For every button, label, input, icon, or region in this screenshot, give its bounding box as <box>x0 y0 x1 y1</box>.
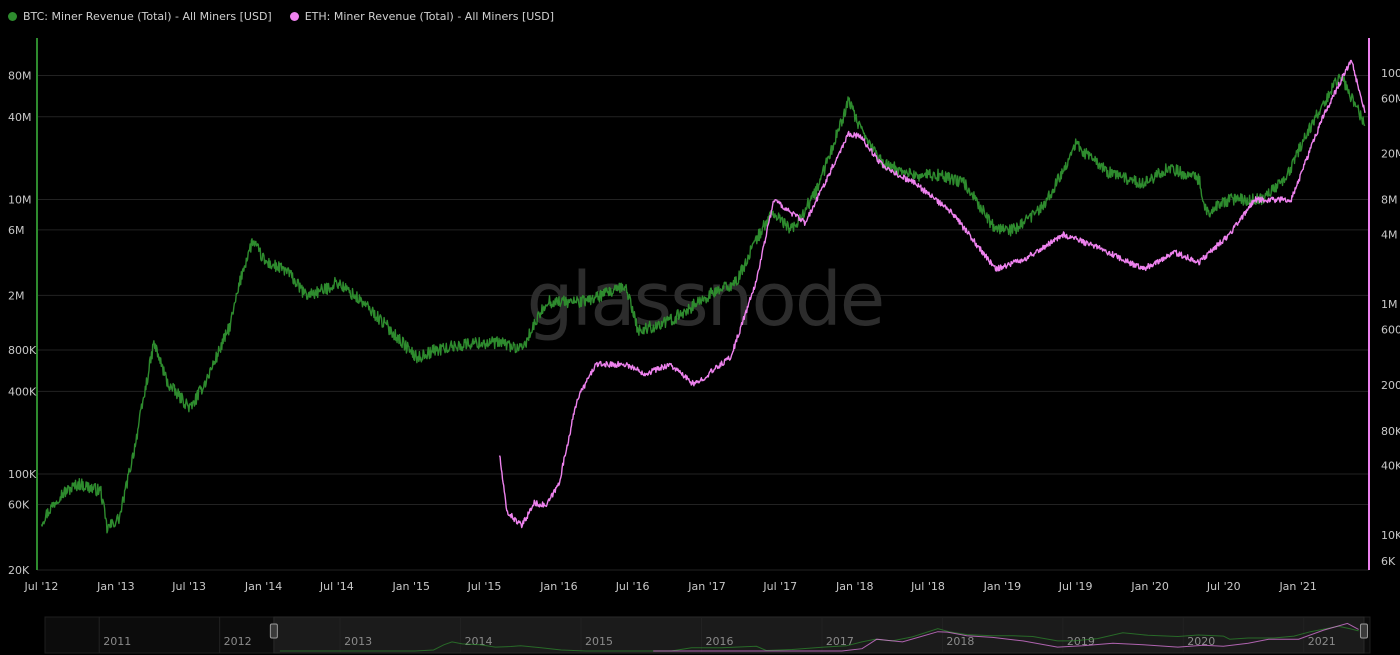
x-tick-label: Jul '15 <box>467 580 502 593</box>
x-tick-label: Jul '20 <box>1206 580 1241 593</box>
legend-label-btc: BTC: Miner Revenue (Total) - All Miners … <box>23 10 272 23</box>
y-left-tick-label: 400K <box>8 385 37 398</box>
navigator-year-label: 2015 <box>585 635 613 648</box>
legend-item-btc[interactable]: BTC: Miner Revenue (Total) - All Miners … <box>8 10 272 23</box>
y-right-tick-label: 8M <box>1381 194 1398 207</box>
y-left-tick-label: 800K <box>8 344 37 357</box>
x-tick-labels: Jul '12 Jan '13 Jul '13 Jan '14 Jul '14 Jan '… <box>24 580 1317 593</box>
navigator-year-label: 2016 <box>705 635 733 648</box>
navigator-year-label: 2011 <box>103 635 131 648</box>
x-tick-label: Jan '19 <box>983 580 1021 593</box>
y-left-tick-label: 80M <box>8 69 32 82</box>
navigator-eth-line <box>653 622 1359 652</box>
y-right-tick-label: 600K <box>1381 324 1400 337</box>
y-right-tick-label: 10K <box>1381 529 1400 542</box>
x-tick-label: Jul '12 <box>24 580 59 593</box>
x-tick-label: Jan '13 <box>96 580 134 593</box>
grid-lines <box>37 74 1369 571</box>
x-tick-label: Jan '15 <box>392 580 430 593</box>
x-tick-label: Jan '14 <box>244 580 282 593</box>
navigator-year-label: 2017 <box>826 635 854 648</box>
navigator-right-handle[interactable] <box>1359 623 1368 639</box>
legend-item-eth[interactable]: ETH: Miner Revenue (Total) - All Miners … <box>289 10 555 23</box>
legend-dot-eth <box>289 12 299 21</box>
series-layer <box>40 59 1366 534</box>
x-tick-label: Jul '18 <box>910 580 945 593</box>
y-right-tick-label: 200K <box>1381 379 1400 392</box>
x-tick-label: Jul '17 <box>762 580 797 593</box>
x-tick-label: Jan '16 <box>539 580 577 593</box>
y-right-tick-label: 100M <box>1381 67 1400 80</box>
legend-dot-btc <box>8 12 17 21</box>
y-left-tick-labels: 20K 60K 100K 400K 800K 2M 6M 10M 40M 80M <box>8 69 37 577</box>
navigator-year-label: 2019 <box>1067 635 1095 648</box>
legend-label-eth: ETH: Miner Revenue (Total) - All Miners … <box>304 10 555 23</box>
navigator-year-label: 2021 <box>1308 635 1336 648</box>
navigator-left-handle[interactable] <box>269 623 278 639</box>
eth-series-line <box>498 59 1366 529</box>
navigator-year-label: 2013 <box>344 635 372 648</box>
chart-legend: BTC: Miner Revenue (Total) - All Miners … <box>8 10 554 23</box>
navigator-year-label: 2018 <box>946 635 974 648</box>
range-navigator: 2011 2012 2013 2014 2015 2016 2017 2018 2019 2020… <box>44 616 1371 654</box>
y-right-tick-labels: 6K 10K 40K 80K 200K 600K 1M 4M 8M 20M 60M 100M <box>1381 67 1400 568</box>
navigator-year-label: 2020 <box>1187 635 1215 648</box>
navigator-year-label: 2012 <box>224 635 252 648</box>
x-tick-label: Jan '18 <box>835 580 873 593</box>
btc-series-line <box>40 73 1366 534</box>
y-left-tick-label: 40M <box>8 111 32 124</box>
y-left-tick-label: 6M <box>8 224 25 237</box>
y-right-tick-label: 6K <box>1381 555 1396 568</box>
x-tick-label: Jan '21 <box>1278 580 1316 593</box>
x-tick-label: Jan '20 <box>1130 580 1168 593</box>
y-left-tick-label: 100K <box>8 468 37 481</box>
y-left-tick-label: 10M <box>8 193 32 206</box>
y-right-tick-label: 20M <box>1381 148 1400 161</box>
y-right-tick-label: 1M <box>1381 298 1398 311</box>
y-left-tick-label: 2M <box>8 289 25 302</box>
y-left-tick-label: 60K <box>8 498 30 511</box>
y-right-tick-label: 4M <box>1381 228 1398 241</box>
x-tick-label: Jul '13 <box>171 580 206 593</box>
y-right-tick-label: 80K <box>1381 425 1400 438</box>
x-tick-label: Jan '17 <box>687 580 725 593</box>
x-tick-label: Jul '14 <box>319 580 354 593</box>
x-tick-label: Jul '19 <box>1058 580 1093 593</box>
x-tick-label: Jul '16 <box>615 580 650 593</box>
y-left-tick-label: 20K <box>8 564 30 577</box>
y-right-tick-label: 40K <box>1381 460 1400 473</box>
y-right-tick-label: 60M <box>1381 92 1400 105</box>
